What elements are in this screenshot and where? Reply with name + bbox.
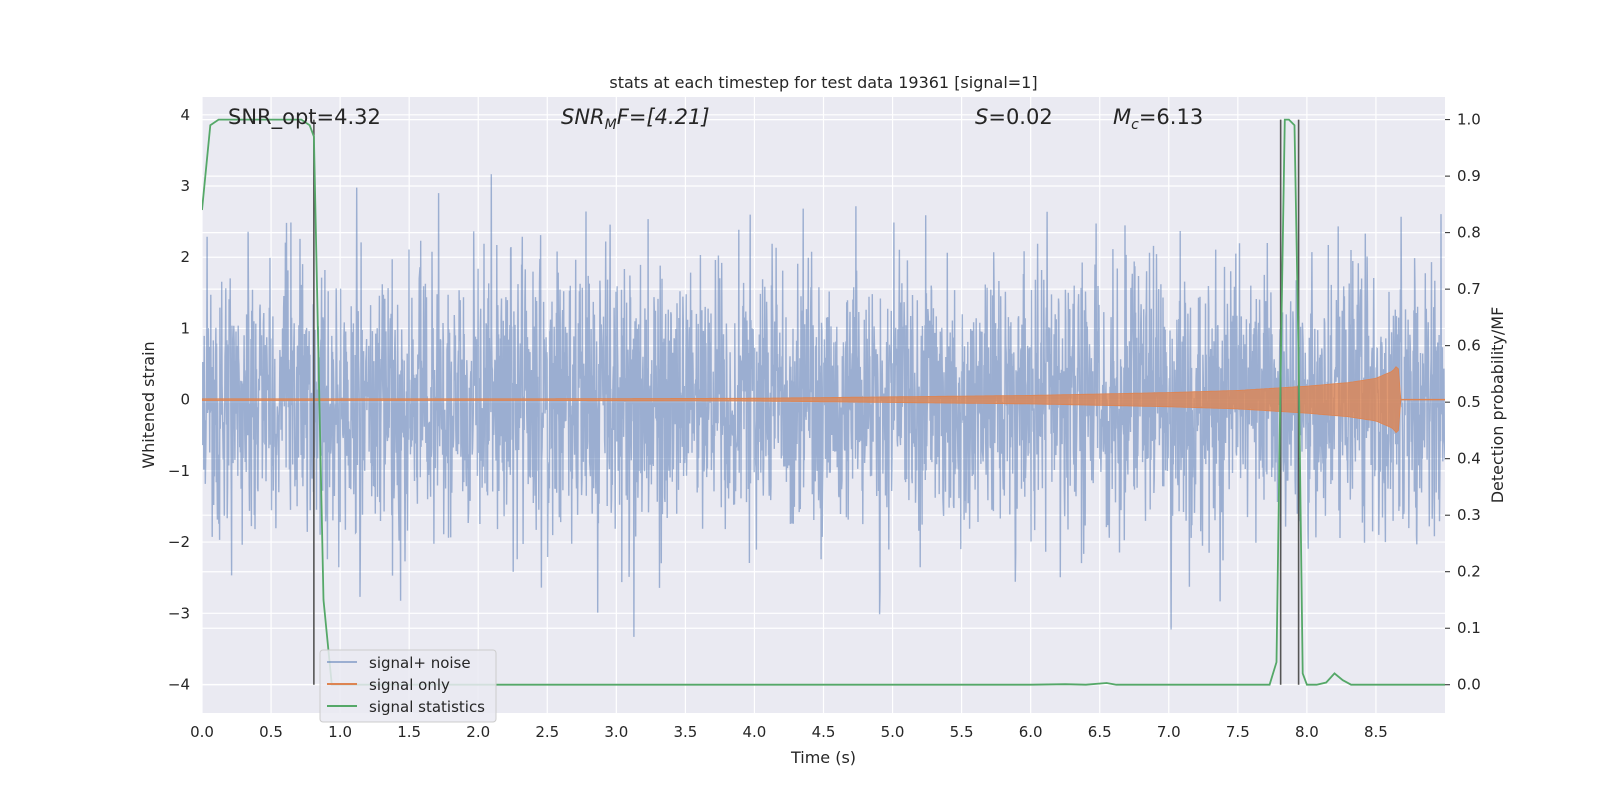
mc-annotation: Mc=6.13 [1113, 105, 1203, 133]
y-right-tick-label: 0.5 [1457, 393, 1481, 411]
x-tick-label: 3.5 [673, 723, 697, 741]
x-tick-label: 1.5 [397, 723, 421, 741]
y-left-tick-label: 0 [180, 391, 190, 409]
x-tick-label: 2.0 [466, 723, 490, 741]
y-left-tick-label: −1 [168, 462, 190, 480]
y-left-tick-label: 4 [180, 106, 190, 124]
y-left-tick-label: −4 [168, 676, 190, 694]
y-right-tick-label: 1.0 [1457, 111, 1481, 129]
y-right-tick-label: 0.4 [1457, 450, 1481, 468]
x-tick-label: 2.5 [535, 723, 559, 741]
y-right-tick-label: 0.2 [1457, 563, 1481, 581]
x-tick-label: 5.0 [881, 723, 905, 741]
mc-symbol: M [1113, 105, 1131, 129]
s-value: =0.02 [988, 105, 1052, 129]
y-right-tick-label: 0.7 [1457, 280, 1481, 298]
y-right-tick-label: 0.0 [1457, 676, 1481, 694]
snr-mf-value: F=[4.21] [617, 105, 710, 129]
x-tick-label: 4.0 [743, 723, 767, 741]
s-symbol: S [975, 105, 988, 129]
chart-svg: 0.0 0.5 1.0 1.5 2.0 2.5 3.0 3.5 4.0 4.5 5.0 5.5 6.0 6… [0, 0, 1600, 800]
legend-label-signal-statistics: signal statistics [369, 698, 485, 716]
x-tick-label: 5.5 [950, 723, 974, 741]
y-right-tick-label: 0.1 [1457, 619, 1481, 637]
x-tick-label: 0.0 [190, 723, 214, 741]
chart-title: stats at each timestep for test data 193… [609, 73, 1037, 92]
snr-mf-subscript: M [605, 117, 617, 133]
x-axis-label: Time (s) [790, 748, 856, 767]
s-annotation: S=0.02 [975, 105, 1053, 129]
y-right-tick-label: 0.8 [1457, 224, 1481, 242]
y-right-tick-label: 0.9 [1457, 167, 1481, 185]
x-tick-label: 6.5 [1088, 723, 1112, 741]
y-axis-label-right: Detection probability/MF [1488, 307, 1507, 504]
y-right-tick-label: 0.6 [1457, 337, 1481, 355]
x-tick-label: 8.0 [1295, 723, 1319, 741]
snr-opt-annotation: SNR_opt=4.32 [228, 105, 381, 130]
x-tick-label: 4.5 [812, 723, 836, 741]
snr-mf-symbol: SNR [561, 105, 605, 129]
y-left-tick-label: 2 [180, 248, 190, 266]
x-tick-label: 3.0 [604, 723, 628, 741]
x-tick-label: 7.0 [1157, 723, 1181, 741]
y-left-tick-label: −3 [168, 604, 190, 622]
y-axis-label-left: Whitened strain [139, 341, 158, 468]
mc-value: =6.13 [1139, 105, 1203, 129]
y-left-tick-label: 3 [180, 177, 190, 195]
y-left-tick-label: −2 [168, 533, 190, 551]
x-tick-label: 8.5 [1364, 723, 1388, 741]
x-tick-label: 1.0 [328, 723, 352, 741]
y-left-tick-label: 1 [180, 319, 190, 337]
x-tick-label: 0.5 [259, 723, 283, 741]
legend-label-signal-noise: signal+ noise [369, 654, 471, 672]
x-tick-label: 6.0 [1019, 723, 1043, 741]
legend-label-signal-only: signal only [369, 676, 450, 694]
snr-mf-annotation: SNRMF=[4.21] [561, 105, 710, 133]
y-right-tick-label: 0.3 [1457, 506, 1481, 524]
legend: signal+ noise signal only signal statist… [320, 650, 496, 722]
x-tick-label: 7.5 [1226, 723, 1250, 741]
